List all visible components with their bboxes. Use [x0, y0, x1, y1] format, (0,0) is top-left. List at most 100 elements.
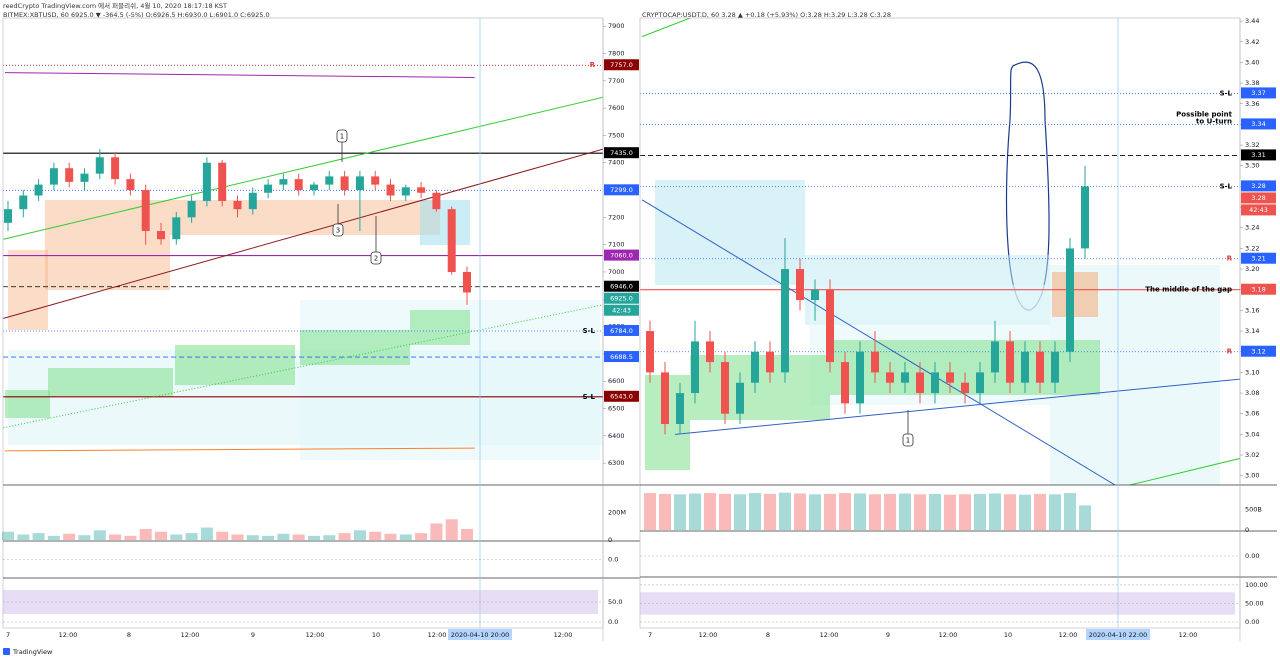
y-tick-label: 3.08 — [1245, 389, 1259, 397]
price-tag — [1241, 283, 1276, 295]
volume-bar — [1079, 505, 1091, 530]
trend-line — [4, 447, 475, 452]
candle-body — [766, 351, 774, 373]
candle-body — [248, 192, 257, 210]
cloud-area — [1052, 272, 1098, 317]
price-tag-label: 6784.0 — [610, 327, 633, 335]
volume-bar — [200, 527, 213, 540]
price-tag — [604, 292, 639, 304]
x-tick-label: 12:00 — [428, 631, 447, 639]
y-tick-label: 6500 — [608, 405, 625, 413]
candle-body — [202, 162, 211, 201]
x-tick-label: 12:00 — [1179, 631, 1198, 639]
sub-tick-label: 50.0 — [608, 598, 622, 606]
volume-bar — [47, 535, 60, 540]
candle-body — [157, 231, 165, 240]
volume-bar — [308, 535, 320, 540]
cloud-area — [170, 200, 440, 235]
candle-body — [34, 184, 43, 196]
y-tick-label: 7100 — [608, 241, 625, 249]
candle-body — [126, 179, 135, 191]
x-tick-label: 12:00 — [699, 631, 718, 639]
volume-bar — [109, 534, 122, 540]
x-tick-label: 10 — [372, 631, 380, 639]
candle-body — [4, 209, 12, 223]
volume-bar — [869, 494, 881, 530]
y-tick-label: 3.10 — [1245, 368, 1259, 376]
price-tag-label: 7435.0 — [610, 149, 633, 157]
y-tick-label: 3.16 — [1245, 306, 1259, 314]
cursor-tag — [448, 629, 512, 640]
candle-body — [736, 382, 744, 414]
volume-bar — [124, 535, 137, 540]
volume-bar — [1049, 494, 1061, 530]
callout-label: 1 — [906, 437, 910, 445]
y-tick-label: 3.36 — [1245, 100, 1259, 108]
candle-body — [447, 209, 456, 272]
chart-title: CRYPTOCAP:USDT.D, 60 3.28 ▲ +0.18 (+5.93… — [642, 11, 891, 19]
volume-bar — [369, 531, 382, 540]
price-pane — [3, 64, 603, 460]
candle-body — [233, 200, 242, 210]
candle-body — [796, 269, 804, 301]
candle-body — [751, 351, 759, 383]
volume-bar — [292, 534, 305, 540]
price-tag — [1241, 149, 1276, 161]
candle-body — [294, 179, 303, 191]
volume-bar — [794, 493, 806, 530]
volume-bar — [929, 493, 941, 530]
countdown-label: 42:43 — [612, 307, 631, 315]
candle-body — [1036, 351, 1044, 383]
volume-bar — [216, 531, 229, 540]
candle-body — [991, 341, 999, 373]
cloud-area — [175, 345, 295, 385]
y-tick-label: 7900 — [608, 22, 625, 30]
x-tick-label: 12:00 — [181, 631, 200, 639]
volume-bar — [185, 533, 198, 540]
volume-bar — [399, 534, 412, 540]
price-tag-label: 3.21 — [1251, 255, 1265, 263]
volume-bar — [689, 493, 701, 530]
price-tag-label: 3.31 — [1251, 151, 1265, 159]
price-tag — [1241, 252, 1276, 264]
volume-bar — [1019, 494, 1031, 530]
y-tick-label: 7200 — [608, 213, 625, 221]
volume-bar — [246, 535, 259, 540]
sub-tick-label: 0 — [608, 536, 612, 544]
candle-body — [218, 162, 227, 201]
candle-body — [886, 372, 894, 383]
price-tag — [604, 280, 639, 292]
volume-bar — [338, 533, 351, 540]
x-tick-label: 9 — [886, 631, 890, 639]
y-tick-label: 6600 — [608, 377, 625, 385]
volume-bar — [734, 494, 746, 530]
volume-bar — [779, 492, 791, 530]
y-tick-label: 7700 — [608, 77, 625, 85]
trend-line — [4, 72, 475, 79]
volume-bar — [93, 530, 106, 540]
candle-body — [871, 351, 879, 373]
y-tick-label: 7400 — [608, 159, 625, 167]
price-tag — [604, 59, 639, 71]
cursor-label: 2020-04-10 22:00 — [1089, 631, 1148, 639]
price-tag — [1241, 180, 1276, 192]
countdown-label: 42:43 — [1249, 206, 1268, 214]
sub-tick-label: 100.00 — [1245, 581, 1268, 589]
volume-bar — [139, 528, 152, 540]
y-tick-label: 3.02 — [1245, 451, 1259, 459]
price-tag-label: 7060.0 — [610, 251, 633, 259]
price-tag-label: 3.28 — [1251, 182, 1265, 190]
volume-bar — [914, 494, 926, 530]
sub-tick-label: 0.0 — [608, 556, 618, 564]
volume-bar — [1034, 493, 1046, 530]
candle-body — [931, 372, 939, 394]
x-tick-label: 8 — [127, 631, 131, 639]
candle-body — [49, 168, 58, 185]
callout-box — [336, 129, 348, 143]
candle-body — [65, 168, 74, 182]
price-tag-label: 7757.0 — [610, 61, 633, 69]
volume-bar — [899, 493, 911, 530]
y-tick-label: 3.06 — [1245, 410, 1259, 418]
price-tag-label: 6688.5 — [610, 353, 633, 361]
